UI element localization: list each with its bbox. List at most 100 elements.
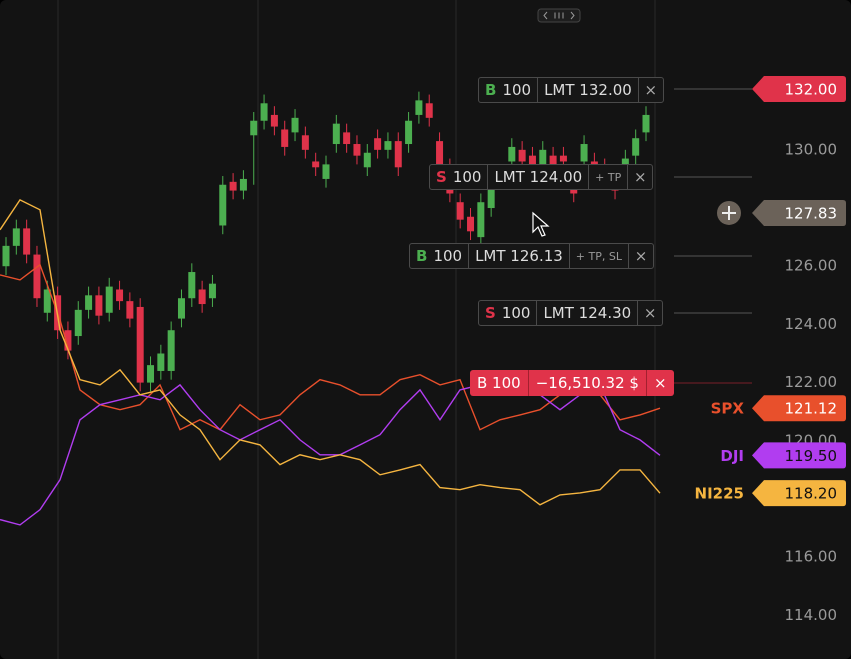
candle-body [270, 114, 278, 127]
candle-body [188, 272, 196, 299]
candle-body [642, 114, 650, 133]
legend-entry: NI225 [695, 485, 744, 503]
price[interactable]: LMT 126.13 [469, 244, 570, 268]
candle-body [477, 202, 485, 238]
qty: 100 [433, 247, 463, 265]
series-badge-shape [752, 442, 846, 469]
current-price-badge-label: 127.83 [785, 204, 838, 222]
candle-body [177, 298, 185, 319]
candle-body [518, 149, 526, 162]
series-badge-shape [752, 480, 846, 507]
candle-body [322, 164, 330, 179]
y-tick-label: 124.00 [785, 315, 838, 333]
candle-body [198, 289, 206, 305]
candle-body [147, 365, 155, 383]
pnl: −16,510.32 $ [529, 370, 647, 396]
candle-body [291, 117, 299, 133]
candle-body [456, 202, 464, 220]
position-row[interactable]: B 100 −16,510.32 $ × [470, 370, 674, 396]
candle-body [405, 120, 413, 145]
index-line [0, 199, 661, 506]
add-order-button[interactable] [717, 200, 741, 225]
legend-entry: DJI [720, 447, 744, 465]
close-button[interactable]: × [634, 247, 648, 265]
series-badge: 119.50 [752, 442, 846, 469]
side: B [416, 247, 428, 265]
y-tick-label: 116.00 [785, 548, 838, 566]
order-badge: 132.00 [752, 76, 846, 102]
candle-body [353, 144, 361, 156]
order-row[interactable]: S 100 LMT 124.00 + TP × [429, 164, 654, 190]
candle-body [219, 184, 227, 226]
series-badge-shape [752, 395, 846, 422]
order-row[interactable]: B 100 LMT 126.13 + TP, SL × [409, 243, 654, 269]
close-button[interactable]: × [653, 374, 667, 392]
order-row[interactable]: B 100 LMT 132.00 × [478, 77, 664, 103]
series-badge-label: 118.20 [785, 485, 838, 503]
y-tick-label: 130.00 [785, 140, 838, 158]
candle-body [23, 228, 31, 255]
side: S [485, 304, 496, 322]
candle-body [281, 129, 289, 147]
candle-body [374, 138, 382, 150]
candle-body [64, 330, 72, 351]
candle-body [229, 181, 237, 191]
series-badge-label: 119.50 [785, 447, 838, 465]
price-axis: 114.00116.00118.00120.00122.00124.00126.… [695, 76, 846, 624]
qty: 100 [452, 168, 482, 186]
candle-body [539, 149, 547, 168]
candle-body [239, 178, 247, 191]
candle-body [425, 103, 433, 118]
candle-body [384, 141, 392, 150]
y-tick-label: 122.00 [785, 373, 838, 391]
current-price-badge: 127.83 [752, 199, 846, 226]
candle-body [580, 144, 588, 162]
position-side: B 100 [470, 370, 529, 396]
candle-body [116, 289, 124, 302]
candle-body [415, 100, 423, 115]
candle-body [33, 254, 41, 299]
y-tick-label: 114.00 [785, 606, 838, 624]
close-button[interactable]: × [644, 81, 658, 99]
candle-body [549, 155, 557, 168]
candle-body [2, 245, 10, 267]
y-tick-label: 126.00 [785, 257, 838, 275]
candle-body [487, 178, 495, 209]
side: S [436, 168, 447, 186]
qty: 100 [502, 81, 532, 99]
price[interactable]: LMT 124.00 [488, 165, 590, 189]
price[interactable]: LMT 124.30 [537, 301, 639, 325]
qty: 100 [501, 304, 531, 322]
pane-handle[interactable] [537, 8, 581, 23]
candle-body [632, 138, 640, 156]
series-badge: 118.20 [752, 480, 846, 507]
candle-body [467, 216, 475, 232]
candle-body [105, 286, 113, 313]
add-tp[interactable]: + TP [589, 165, 629, 189]
candle-body [157, 353, 165, 371]
series-badge: 121.12 [752, 395, 846, 422]
candle-body [312, 161, 320, 168]
close-button[interactable]: × [633, 168, 647, 186]
side: B [485, 81, 497, 99]
candle-body [260, 103, 268, 121]
add-tp-sl[interactable]: + TP, SL [570, 244, 629, 268]
candle-body [208, 283, 216, 299]
legend-entry: SPX [711, 400, 745, 418]
order-row[interactable]: S 100 LMT 124.30 × [478, 300, 664, 326]
series-badge-label: 121.12 [785, 400, 838, 418]
close-button[interactable]: × [643, 304, 657, 322]
plus-icon [722, 205, 736, 220]
order-badge-shape [752, 76, 846, 102]
candle-body [363, 152, 371, 168]
candle-body [436, 141, 444, 165]
price[interactable]: LMT 132.00 [538, 78, 639, 102]
candle-body [74, 309, 82, 337]
order-badge-label: 132.00 [785, 81, 838, 99]
current-price-badge-shape [752, 199, 846, 226]
candle-body [167, 330, 175, 371]
candle-body [508, 146, 516, 162]
candle-body [250, 120, 258, 136]
